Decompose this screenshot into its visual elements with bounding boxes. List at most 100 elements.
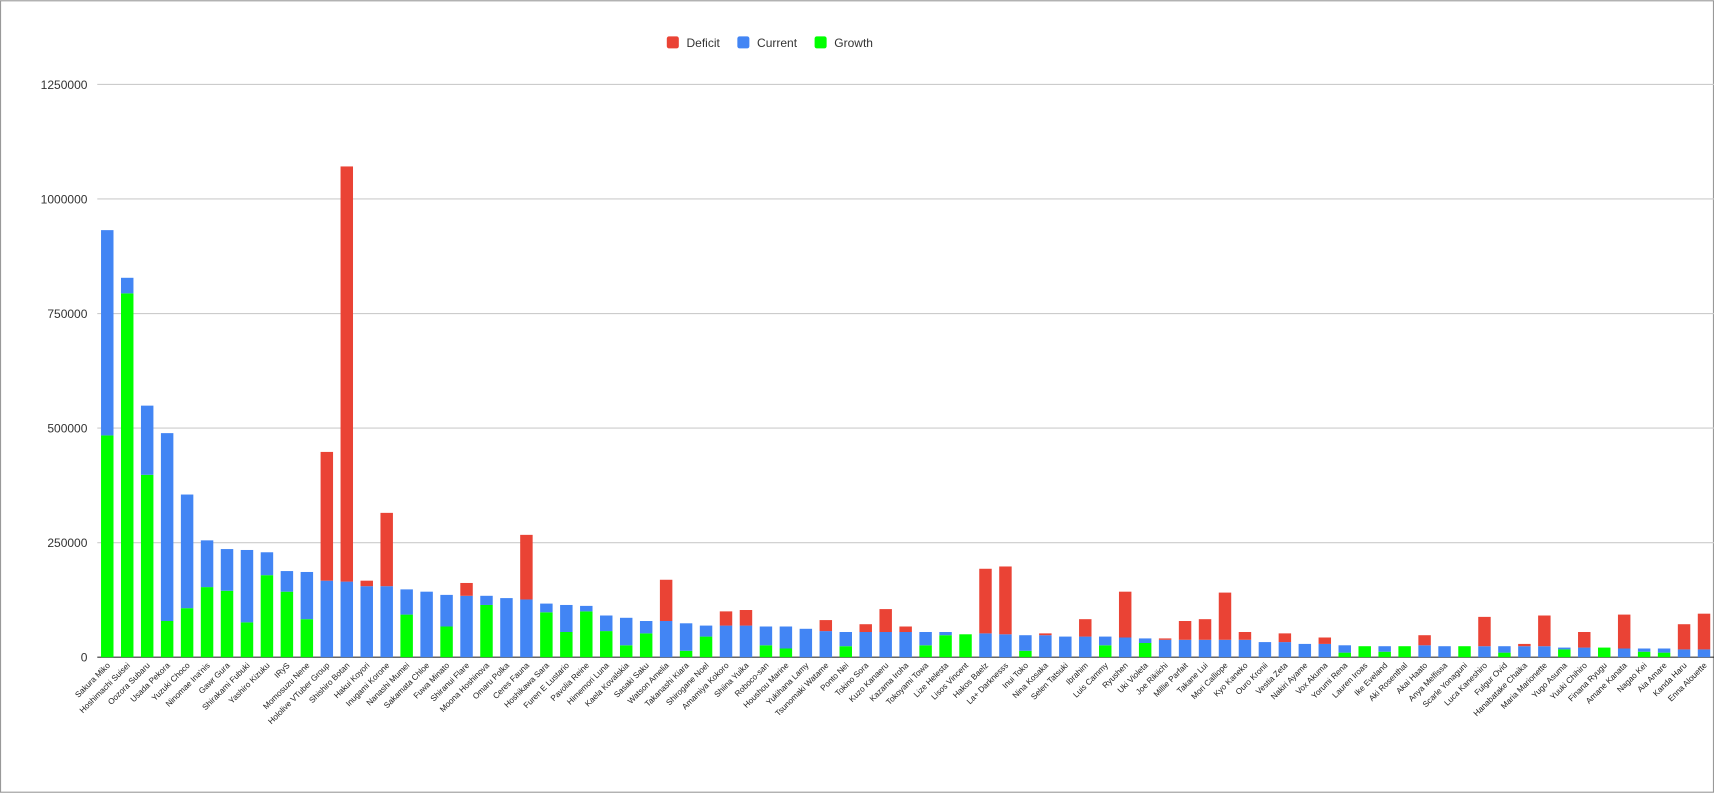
bar-segment — [1378, 646, 1391, 652]
bar-segment — [160, 621, 174, 658]
bar-segment — [280, 571, 294, 592]
bar-segment — [1298, 643, 1312, 658]
bar-segment — [1657, 652, 1671, 658]
bar-segment — [1198, 619, 1212, 640]
bar-segment — [1079, 636, 1092, 658]
bar-segment — [619, 617, 633, 646]
bar-segment — [799, 628, 813, 658]
bar-segment — [619, 645, 633, 658]
bar-segment — [979, 568, 992, 634]
bar-segment — [699, 625, 713, 637]
bar-segment — [759, 626, 773, 646]
bar-segment — [540, 603, 553, 613]
bar-segment — [1118, 637, 1132, 658]
bar-segment — [1657, 648, 1671, 653]
bar-segment — [1318, 637, 1332, 644]
bar-segment — [1697, 649, 1711, 658]
bar-segment — [560, 604, 573, 633]
bar-segment — [699, 636, 713, 658]
bar-segment — [180, 494, 194, 609]
bar-segment — [959, 634, 972, 658]
bar-segment — [1318, 643, 1332, 658]
bar-segment — [759, 645, 773, 658]
bar-segment — [1617, 614, 1631, 649]
bar-segment — [120, 293, 134, 658]
bar-segment — [220, 590, 234, 658]
bar-segment — [1019, 650, 1032, 658]
bar-segment — [1019, 635, 1032, 651]
bar-segment — [101, 230, 114, 436]
bar-segment — [839, 646, 852, 658]
bar-segment — [1637, 648, 1651, 652]
y-tick-label: 500000 — [47, 421, 87, 435]
bar-segment — [1518, 646, 1531, 658]
bar-segment — [639, 621, 653, 634]
bar-segment — [939, 635, 952, 658]
bar-segment — [1358, 646, 1371, 658]
bar-segment — [580, 611, 593, 658]
bar-segment — [659, 621, 673, 658]
bar-segment — [1518, 643, 1531, 647]
bar-segment — [520, 534, 533, 600]
bar-segment — [240, 549, 254, 623]
bar-segment — [500, 598, 513, 658]
bar-segment — [1498, 646, 1511, 653]
bar-segment — [400, 614, 413, 658]
bar-segment — [1538, 646, 1551, 658]
bar-segment — [1578, 647, 1591, 658]
bar-segment — [300, 619, 314, 658]
bar-segment — [859, 632, 872, 658]
bar-segment — [1158, 638, 1172, 640]
bar-segment — [819, 620, 833, 632]
bar-segment — [340, 581, 354, 658]
bar-segment — [1218, 639, 1232, 658]
bar-segment — [1478, 646, 1491, 658]
bar-segment — [919, 645, 932, 658]
bar-segment — [260, 575, 274, 658]
bar-segment — [1378, 651, 1391, 658]
legend-swatch — [737, 36, 750, 49]
bar-segment — [200, 587, 214, 658]
y-tick-label: 0 — [81, 651, 88, 665]
y-tick-label: 250000 — [47, 536, 87, 550]
bar-segment — [400, 589, 413, 615]
bar-segment — [1338, 645, 1351, 653]
bar-segment — [600, 631, 613, 658]
bar-segment — [1218, 592, 1232, 640]
bar-segment — [440, 626, 453, 658]
bar-segment — [679, 650, 693, 658]
bar-segment — [140, 474, 154, 658]
bar-segment — [1079, 619, 1092, 637]
bar-segment — [360, 580, 373, 587]
y-tick-label: 1250000 — [41, 78, 88, 92]
bar-segment — [460, 595, 473, 658]
bar-segment — [1418, 635, 1431, 646]
bar-segment — [1278, 642, 1292, 658]
bar-segment — [520, 599, 533, 658]
bar-segment — [1458, 646, 1471, 658]
bar-segment — [999, 634, 1012, 658]
bar-segment — [739, 625, 753, 658]
bar-segment — [1338, 652, 1351, 658]
bar-segment — [220, 549, 234, 591]
y-tick-label: 750000 — [47, 307, 87, 321]
bar-segment — [260, 552, 274, 576]
bar-segment — [480, 595, 493, 605]
bar-segment — [1697, 613, 1711, 650]
bar-segment — [1238, 632, 1252, 640]
bar-segment — [460, 582, 473, 596]
bar-segment — [1039, 633, 1052, 636]
bar-segment — [1158, 639, 1172, 658]
bar-segment — [899, 632, 912, 658]
bar-segment — [1597, 647, 1611, 658]
bar-segment — [1178, 639, 1192, 658]
bar-segment — [1278, 633, 1292, 643]
bar-segment — [160, 433, 174, 622]
bar-segment — [779, 626, 793, 649]
bar-segment — [120, 277, 134, 294]
bar-segment — [879, 609, 892, 633]
bar-segment — [639, 633, 653, 658]
bar-segment — [140, 405, 154, 475]
